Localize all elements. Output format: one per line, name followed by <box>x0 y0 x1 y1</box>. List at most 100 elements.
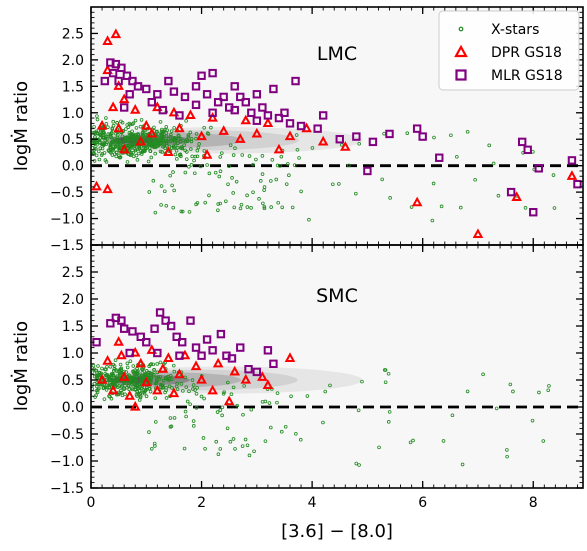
xstar-point <box>125 365 130 370</box>
xstar-point <box>186 134 191 139</box>
xstar-point <box>164 385 168 390</box>
xstar-point <box>101 130 106 135</box>
xstar-point <box>172 369 177 374</box>
xstar-point <box>146 374 151 378</box>
mlr-point <box>153 90 162 99</box>
xstar-point <box>194 131 199 136</box>
mlr-point <box>363 166 372 176</box>
xstar-point <box>263 399 268 404</box>
y-tick-label: −0.5 <box>50 427 84 443</box>
xstar-point <box>441 439 446 443</box>
xstar-point <box>153 396 158 400</box>
mlr-point <box>269 359 278 369</box>
xstar-point <box>113 358 118 363</box>
xstar-point <box>179 145 184 149</box>
mlr-point <box>106 319 115 328</box>
xstar-point <box>180 209 185 214</box>
dpr-point <box>317 135 329 146</box>
mlr-point <box>158 105 168 115</box>
mlr-point <box>534 164 543 173</box>
mlr-point <box>208 346 217 355</box>
xstar-point <box>184 414 188 419</box>
xstar-point <box>140 131 145 136</box>
xstar-point <box>104 160 109 164</box>
xstar-point <box>92 159 97 163</box>
xstar-point <box>110 140 114 145</box>
mlr-point <box>128 76 137 86</box>
xstar-point <box>99 153 104 157</box>
xstar-point <box>386 420 391 424</box>
dpr-point <box>129 400 141 411</box>
xstar-point <box>114 377 118 381</box>
xstar-point <box>104 116 108 120</box>
xstar-point <box>176 141 180 146</box>
mlr-point <box>166 321 176 331</box>
xstar-point <box>144 394 149 399</box>
xstar-point <box>408 440 413 445</box>
dpr-point <box>163 352 174 362</box>
xstar-point <box>108 132 112 137</box>
xstar-point <box>170 377 174 381</box>
xstar-point <box>172 416 177 420</box>
xstar-point <box>146 142 151 147</box>
dpr-point <box>340 141 351 151</box>
x-tick-label: 0 <box>87 495 96 511</box>
dpr-point <box>566 170 578 180</box>
ticks-smc: −1.5 −1.0 −0.5 0.0 0.5 1.0 1.5 2.0 2.5 0 2 4 6 8 <box>50 244 583 511</box>
dpr-point <box>284 130 296 141</box>
xstar-point <box>242 384 246 388</box>
xstar-point <box>458 205 463 210</box>
xstar-point <box>137 145 142 150</box>
xstar-point <box>460 462 465 467</box>
xstar-point <box>119 368 124 372</box>
xstar-point <box>108 364 113 369</box>
xstar-point <box>104 134 109 139</box>
xstar-point <box>289 394 293 399</box>
xstar-point <box>153 210 158 215</box>
xstar-point <box>164 396 169 400</box>
xstar-point <box>105 372 109 377</box>
xstar-point <box>357 141 362 146</box>
xstar-point <box>151 144 156 149</box>
xstar-point <box>196 145 201 150</box>
xstar-point <box>133 388 138 392</box>
dpr-point <box>140 376 152 387</box>
x-tick-label: 6 <box>418 495 427 511</box>
xstar-point <box>130 129 134 134</box>
dpr-point <box>411 196 423 207</box>
xstar-point <box>294 133 299 137</box>
xstar-point <box>126 384 131 388</box>
xstar-point <box>148 386 152 391</box>
xstar-point <box>93 135 97 139</box>
xstar-point <box>241 412 245 417</box>
xstar-point <box>182 143 186 148</box>
xstar-point <box>184 157 189 161</box>
xstar-point <box>94 140 98 145</box>
xstar-point <box>122 387 126 392</box>
xstar-point <box>159 203 163 207</box>
xstar-point <box>171 205 175 210</box>
xstar-point <box>239 202 244 207</box>
mlr-point <box>435 153 444 162</box>
y-tick-label: 2.5 <box>62 265 84 281</box>
xstar-point <box>261 201 265 206</box>
xstar-point <box>168 173 172 178</box>
xstar-point <box>136 386 141 391</box>
dpr-point <box>110 28 122 39</box>
y-tick-label: 1.5 <box>62 319 84 335</box>
xstar-point <box>93 395 97 399</box>
plot-frame-smc <box>90 244 584 489</box>
mlr-point <box>133 82 143 91</box>
xstar-point <box>173 137 178 142</box>
dpr-point <box>257 371 268 381</box>
xstar-point <box>91 363 96 368</box>
xstar-point <box>286 162 290 166</box>
xstar-point <box>112 367 117 371</box>
xstar-point <box>449 133 453 138</box>
mlr-point <box>219 92 228 102</box>
xstar-point <box>269 179 273 183</box>
mlr-point <box>208 108 217 117</box>
mlr-point <box>230 82 239 91</box>
xstar-point <box>465 389 470 394</box>
mlr-point <box>529 208 538 217</box>
